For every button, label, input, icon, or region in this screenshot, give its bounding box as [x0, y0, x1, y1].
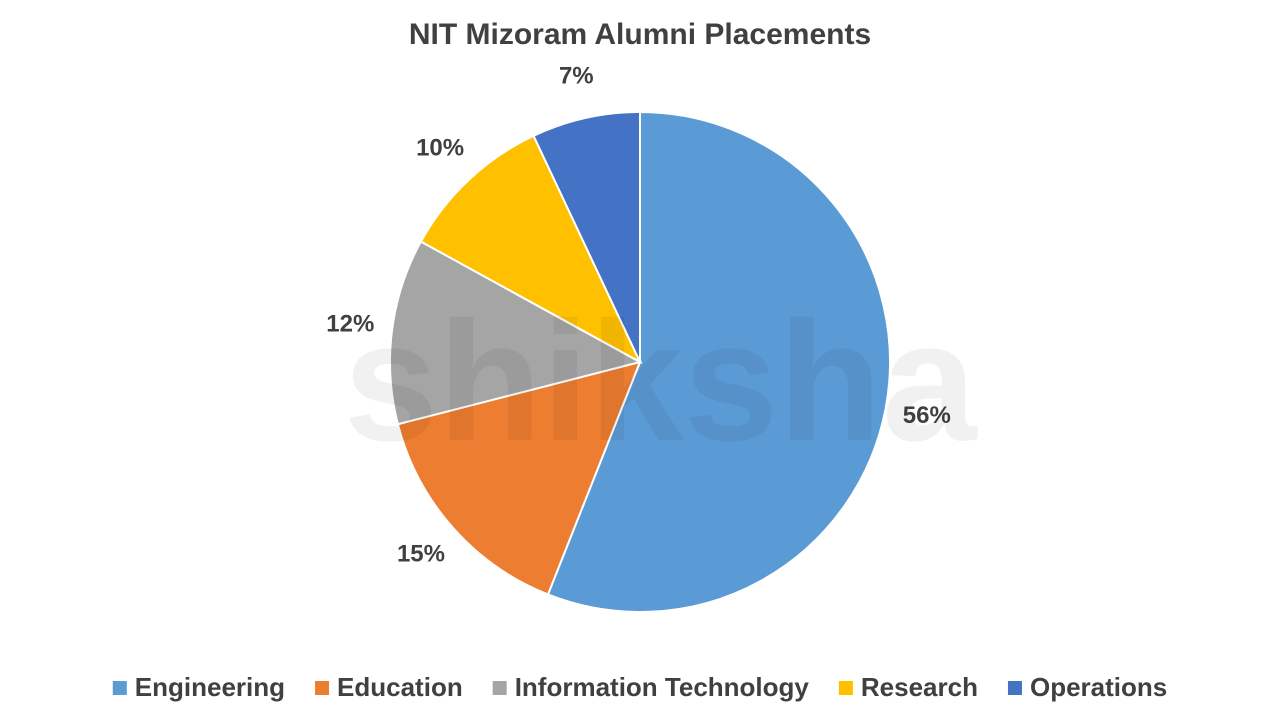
- legend-label: Research: [861, 672, 978, 702]
- legend-label: Engineering: [135, 672, 285, 702]
- legend-swatch: [838, 681, 853, 695]
- pie-slice: [419, 134, 643, 365]
- data-label: 56%: [903, 402, 951, 429]
- legend-swatch: [1007, 681, 1022, 695]
- watermark: shiksha: [343, 287, 978, 477]
- pie-slice: [546, 110, 891, 613]
- pie-slice: [389, 240, 643, 426]
- data-label: 12%: [326, 311, 374, 338]
- data-label: 7%: [559, 62, 594, 89]
- pie-slice: [396, 360, 642, 596]
- legend-label: Operations: [1030, 672, 1167, 702]
- legend-swatch: [492, 681, 507, 695]
- data-label: 10%: [416, 134, 464, 161]
- data-label: 15%: [397, 540, 445, 567]
- legend-label: Information Technology: [515, 672, 810, 702]
- legend: Engineering Education Information Technolo…: [112, 672, 1167, 702]
- legend-label: Education: [337, 672, 463, 702]
- legend-swatch: [112, 681, 127, 695]
- pie: 56% 15% 12% 10% 7%: [326, 62, 951, 613]
- legend-swatch: [315, 681, 330, 695]
- chart-title: NIT Mizoram Alumni Placements: [409, 18, 871, 51]
- pie-slice: [532, 110, 641, 363]
